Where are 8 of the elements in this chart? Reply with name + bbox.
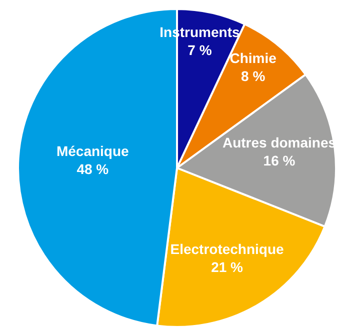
data-label: 48 % [76, 161, 110, 178]
data-label: 8 % [241, 68, 266, 84]
slice-label: Mécanique [56, 143, 130, 160]
data-label: 16 % [263, 152, 296, 168]
slice-label: Chimie [230, 50, 277, 66]
slice-label: Electrotechnique [170, 241, 284, 258]
data-label: 21 % [211, 259, 244, 276]
data-label: 7 % [188, 42, 212, 58]
